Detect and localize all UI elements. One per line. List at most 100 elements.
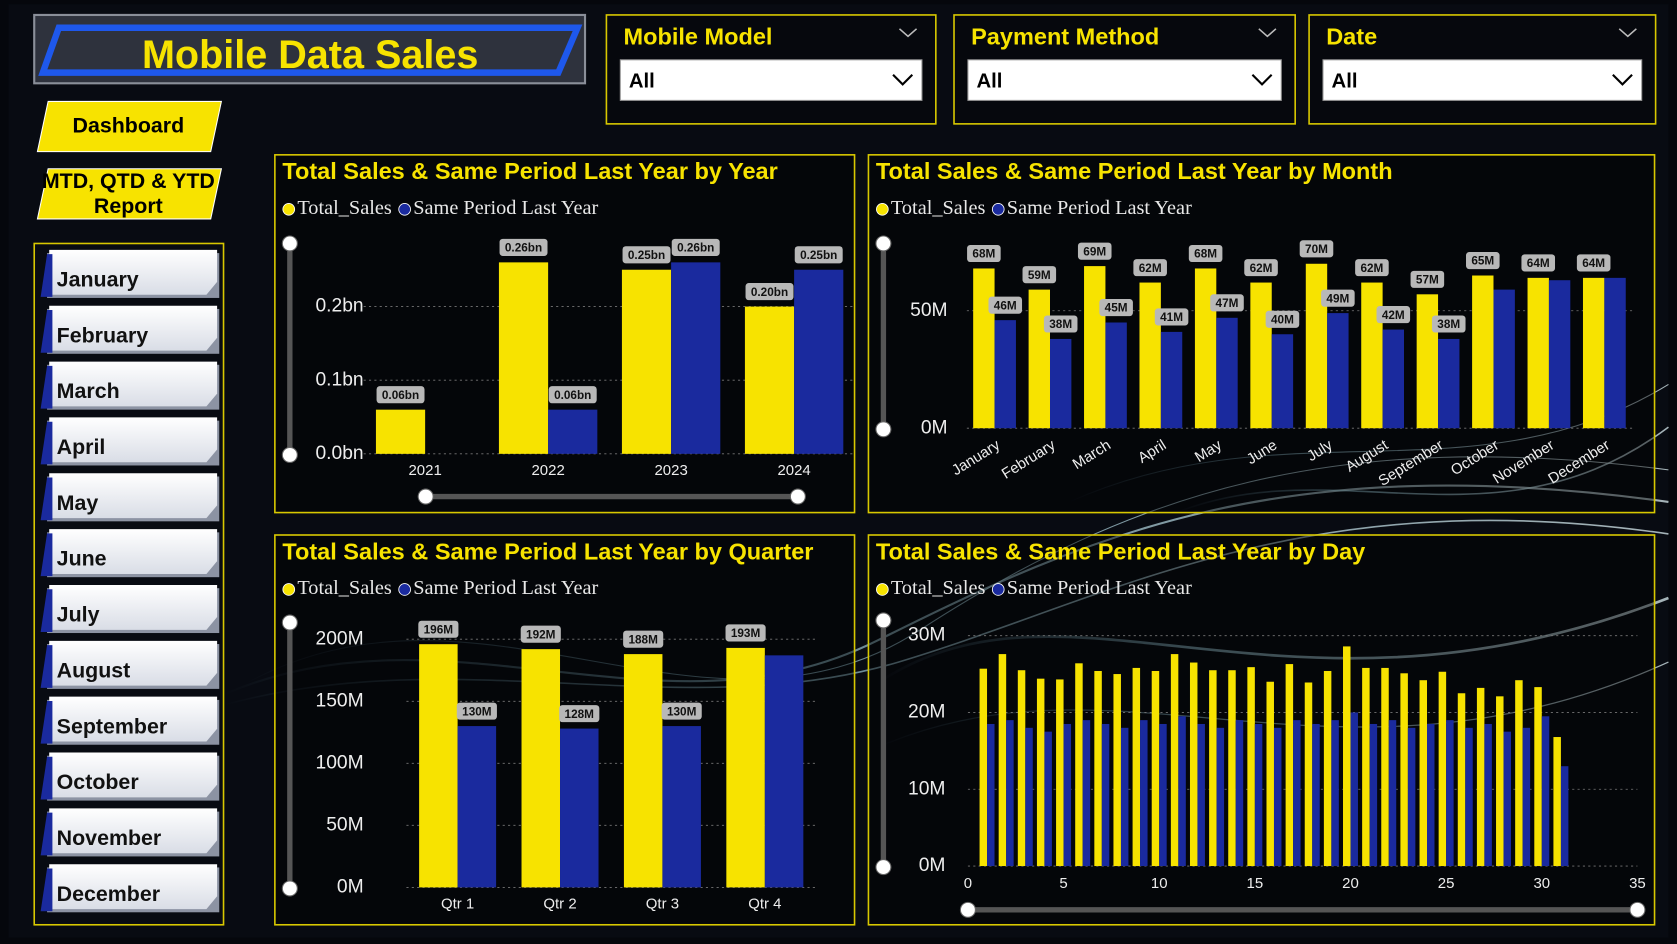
month-button-label: September [57,714,167,738]
bar [1113,674,1121,867]
month-button[interactable]: April [40,417,220,466]
month-button-label: July [57,603,100,627]
bar [1120,727,1129,867]
filter-title: Date [1326,24,1377,50]
data-label-text: 193M [731,627,760,640]
month-button-edge [40,868,53,912]
range-slider-handle[interactable] [281,880,298,897]
data-label: 41M [1154,308,1189,326]
data-label: 42M [1376,306,1411,324]
month-button[interactable]: May [40,473,220,522]
data-label-text: 69M [1083,245,1106,258]
y-tick-label: 0.2bn [315,296,363,317]
month-button-label: December [57,882,160,906]
filter-chevron [1258,28,1277,38]
data-label: 38M [1431,315,1466,333]
month-button[interactable]: March [40,361,220,410]
bar [1323,670,1332,867]
bar [1503,731,1512,867]
dropdown-chevron [1612,73,1633,86]
chart: Total Sales & Same Period Last Year by Y… [274,154,856,514]
range-slider-handle[interactable] [875,859,892,876]
month-button-label: November [57,826,162,850]
month-button[interactable]: February [40,305,220,354]
filter-dropdown [967,59,1282,101]
bar [671,262,721,454]
month-button[interactable]: August [40,640,220,689]
month-button[interactable]: November [40,808,220,857]
bar [1160,331,1183,429]
range-slider-handle[interactable] [875,612,892,629]
nav-button-label: Report [94,194,163,218]
range-slider-handle[interactable] [1629,901,1646,918]
data-label: 47M [1210,294,1244,312]
bar [1350,712,1358,867]
legend-label: Total_Sales [891,577,986,599]
page-title: Mobile Data Sales [142,33,478,77]
range-slider-handle[interactable] [417,488,434,505]
data-label: 0.26bn [671,238,720,256]
bar [1025,727,1033,867]
bar [1446,720,1454,867]
filter-value: All [976,71,1002,93]
bar [1178,716,1186,867]
legend-label: Same Period Last Year [413,197,598,219]
bar [662,726,701,888]
bar [1331,720,1339,867]
data-label: 46M [988,296,1023,314]
data-label: 65M [1466,252,1500,270]
data-label-text: 130M [667,705,696,718]
month-button-edge [40,365,53,409]
range-slider-handle[interactable] [959,901,976,918]
month-button[interactable]: January [40,249,220,298]
bar [1017,670,1026,867]
month-button[interactable]: September [40,696,220,745]
y-tick-label: 100M [316,752,364,773]
x-tick-label: 2022 [531,462,564,479]
range-slider-handle[interactable] [281,446,298,463]
range-slider-handle[interactable] [875,235,892,252]
data-label-text: 188M [628,633,657,646]
data-label: 49M [1321,289,1355,307]
month-button[interactable]: December [40,864,220,913]
bar [1170,654,1179,867]
legend-label: Same Period Last Year [1007,577,1192,599]
data-label-text: 130M [462,705,491,718]
bar [1140,720,1148,867]
dropdown-chevron [892,73,914,86]
month-button[interactable]: June [40,529,220,578]
bar [1427,723,1435,867]
data-label-text: 47M [1216,297,1239,310]
x-tick-label: Qtr 1 [441,895,474,912]
bar [1254,723,1263,867]
filter-slicer[interactable]: Date All [1308,14,1657,125]
range-slider-handle[interactable] [789,488,806,505]
data-label-bg [1043,315,1078,333]
bar [1548,280,1571,429]
range-slider-handle[interactable] [875,421,892,438]
y-tick-label: 0.0bn [315,443,363,464]
data-label-bg [622,246,671,264]
data-label-bg [1299,240,1334,258]
legend-label: Total_Sales [297,577,392,599]
nav-button[interactable]: Dashboard [36,100,223,153]
bar [1028,289,1050,429]
data-label-text: 0.25bn [628,249,665,262]
filter-slicer[interactable]: Mobile Model All [605,14,937,125]
data-label-text: 0.20bn [751,286,788,299]
bar [998,654,1007,867]
range-slider-handle[interactable] [281,614,298,631]
filter-slicer[interactable]: Payment Method All [953,14,1296,125]
bar [1084,266,1106,429]
month-button[interactable]: July [40,584,220,634]
data-label-text: 196M [424,623,453,636]
month-button-bg [49,529,218,574]
x-tick-label: 2024 [777,462,810,479]
month-button[interactable]: October [40,752,220,801]
data-label: 68M [1188,244,1223,263]
range-slider-handle[interactable] [281,235,298,252]
data-label: 62M [1133,259,1167,277]
bar [1139,282,1161,429]
bar [1484,723,1492,867]
